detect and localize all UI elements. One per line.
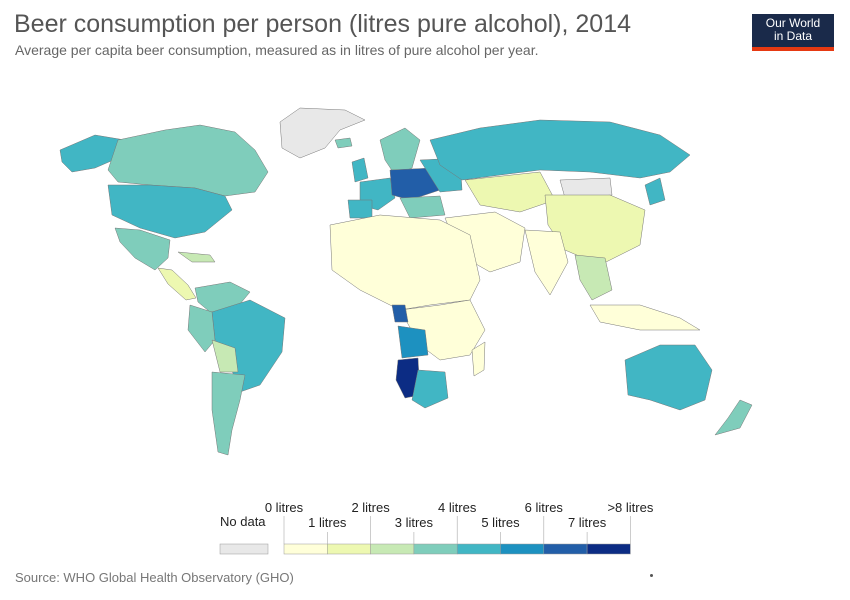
legend-bin-7[interactable] [586, 543, 631, 555]
region-bolivia[interactable] [211, 339, 239, 373]
logo-line-1: Our World [765, 16, 821, 30]
legend-no-data-swatch [219, 543, 269, 555]
legend-top-label-1: 2 litres [351, 500, 390, 515]
region-canada[interactable] [107, 124, 269, 197]
legend-bottom-label-2: 5 litres [481, 515, 520, 530]
legend-bin-5[interactable] [500, 543, 545, 555]
region-usa[interactable] [107, 184, 233, 239]
region-new-zealand[interactable] [714, 399, 753, 436]
region-madagascar[interactable] [471, 341, 486, 377]
legend-bin-6[interactable] [543, 543, 588, 555]
legend-bin-0[interactable] [283, 543, 328, 555]
legend-no-data-label: No data [220, 514, 266, 529]
region-caribbean[interactable] [177, 251, 216, 263]
region-korea-japan[interactable] [644, 177, 666, 206]
chart-title: Beer consumption per person (litres pure… [14, 10, 632, 38]
region-alaska[interactable] [59, 134, 126, 173]
legend-bin-1[interactable] [327, 543, 371, 555]
legend-bottom-label-3: 7 litres [568, 515, 607, 530]
region-balkans[interactable] [399, 195, 446, 219]
owid-logo[interactable]: Our World in Data [752, 14, 834, 51]
legend-bin-4[interactable] [456, 543, 501, 555]
legend-top-label-0: 0 litres [265, 500, 304, 515]
region-central-asia[interactable] [464, 171, 556, 213]
region-china[interactable] [544, 194, 646, 266]
legend-top-label-2: 4 litres [438, 500, 477, 515]
region-indonesia[interactable] [589, 304, 701, 331]
legend-top-label-3: 6 litres [525, 500, 564, 515]
legend-bottom-label-1: 3 litres [395, 515, 434, 530]
chart-subtitle: Average per capita beer consumption, mea… [15, 42, 539, 58]
region-north-africa[interactable] [329, 214, 481, 311]
region-angola[interactable] [397, 325, 429, 359]
region-spain[interactable] [347, 199, 373, 219]
legend-bin-2[interactable] [370, 543, 415, 555]
footer-dot [650, 574, 653, 577]
region-india[interactable] [524, 229, 569, 296]
legend-bin-3[interactable] [413, 543, 458, 555]
region-mexico[interactable] [114, 227, 171, 271]
region-mongolia[interactable] [559, 177, 613, 199]
logo-line-2: in Data [773, 29, 813, 43]
region-greenland[interactable] [279, 107, 366, 159]
world-map [59, 107, 753, 456]
source-note: Source: WHO Global Health Observatory (G… [15, 570, 294, 585]
region-scandinavia[interactable] [379, 127, 421, 176]
region-australia[interactable] [624, 344, 713, 411]
region-southeast-asia[interactable] [574, 254, 613, 301]
region-south-africa[interactable] [411, 369, 449, 409]
region-gabon-congo[interactable] [391, 304, 409, 323]
region-argentina-chile[interactable] [211, 371, 246, 456]
legend-top-label-4: >8 litres [607, 500, 653, 515]
region-peru[interactable] [187, 304, 216, 353]
region-uk-ireland[interactable] [351, 157, 369, 183]
region-central-america[interactable] [157, 267, 197, 301]
region-russia[interactable] [429, 119, 691, 181]
region-iceland[interactable] [334, 137, 353, 149]
legend-bottom-label-0: 1 litres [308, 515, 347, 530]
logo-accent-bar [752, 47, 834, 51]
